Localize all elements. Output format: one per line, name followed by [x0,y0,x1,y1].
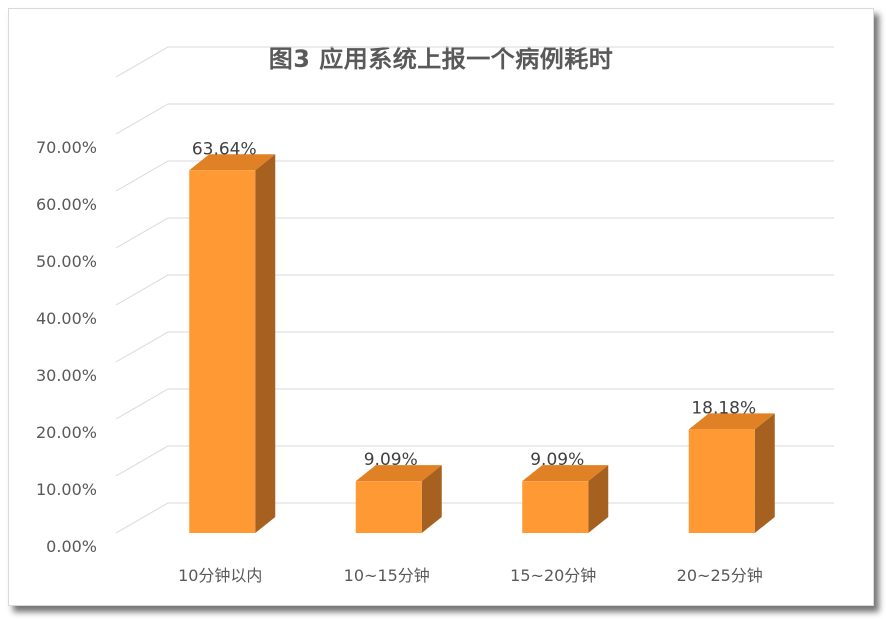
y-tick-label: 30.00% [36,366,97,385]
bar [355,481,422,533]
bar [688,429,755,533]
data-label: 9.09% [530,450,584,470]
y-tick-label: 60.00% [36,195,97,214]
gridline [115,103,834,135]
gridline [115,445,834,477]
gridline [115,160,834,192]
x-category-label: 20~25分钟 [677,566,763,585]
bar-top [189,154,276,171]
bar-top [355,465,442,482]
bar-side [255,154,276,533]
y-tick-label: 0.00% [46,537,97,556]
bar-side [588,465,609,533]
gridline [115,274,834,306]
gridline [115,46,834,78]
bar-top [688,413,775,430]
gridline [115,388,834,420]
bar [522,481,589,533]
chart-title: 图3 应用系统上报一个病例耗时 [268,45,614,73]
y-tick-label: 20.00% [36,423,97,442]
y-tick-label: 10.00% [36,480,97,499]
bar-side [421,465,442,533]
y-tick-label: 50.00% [36,252,97,271]
gridline [115,502,834,534]
x-category-label: 10分钟以内 [178,566,262,585]
data-label: 63.64% [192,139,257,159]
y-tick-label: 70.00% [36,138,97,157]
x-category-label: 15~20分钟 [510,566,596,585]
gridline [115,217,834,249]
data-label: 9.09% [364,450,418,470]
data-label: 18.18% [691,398,756,418]
bar-top [522,465,609,482]
x-category-label: 10~15分钟 [344,566,430,585]
gridline [115,331,834,363]
bar [189,170,256,533]
y-tick-label: 40.00% [36,309,97,328]
bar-side [754,413,775,533]
